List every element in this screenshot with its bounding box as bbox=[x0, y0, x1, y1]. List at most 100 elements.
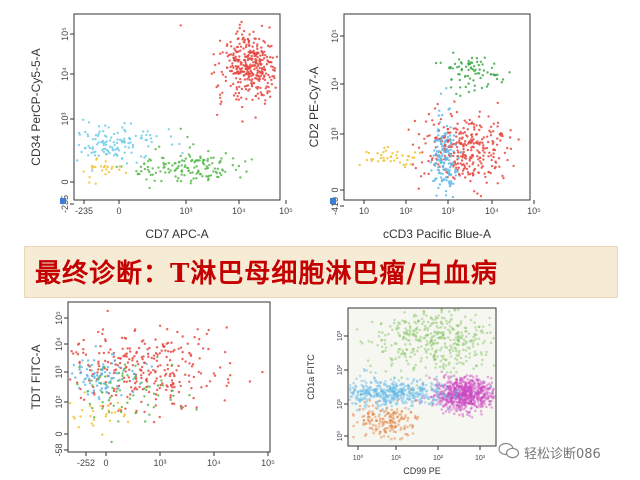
data-point bbox=[147, 145, 150, 148]
data-point bbox=[456, 394, 459, 398]
data-point bbox=[252, 49, 255, 52]
data-point bbox=[403, 352, 407, 356]
data-point bbox=[433, 358, 436, 361]
data-point bbox=[153, 179, 156, 182]
data-point bbox=[160, 349, 163, 352]
data-point bbox=[457, 352, 461, 355]
data-point bbox=[386, 394, 390, 397]
data-point bbox=[367, 151, 371, 155]
data-point bbox=[457, 385, 461, 389]
data-point bbox=[402, 331, 406, 334]
data-point bbox=[406, 394, 410, 398]
data-point bbox=[92, 359, 96, 362]
data-point bbox=[129, 393, 132, 396]
data-point bbox=[470, 138, 473, 141]
data-point bbox=[432, 123, 435, 126]
data-point bbox=[250, 64, 254, 68]
data-point bbox=[469, 386, 473, 390]
data-point bbox=[395, 392, 398, 395]
data-point bbox=[224, 75, 227, 79]
data-point bbox=[407, 387, 410, 390]
data-point bbox=[350, 395, 354, 398]
data-point bbox=[429, 385, 433, 389]
data-point bbox=[349, 386, 352, 390]
data-point bbox=[379, 381, 383, 384]
data-point bbox=[367, 419, 371, 422]
data-point bbox=[483, 147, 486, 150]
data-point bbox=[92, 165, 95, 168]
data-point bbox=[455, 384, 459, 387]
data-point bbox=[446, 399, 449, 403]
data-point bbox=[370, 381, 373, 385]
data-point bbox=[470, 122, 474, 125]
data-point bbox=[376, 402, 379, 406]
data-point bbox=[473, 332, 476, 336]
data-point bbox=[450, 397, 453, 400]
data-point bbox=[453, 393, 456, 397]
data-point bbox=[438, 403, 441, 406]
data-point bbox=[440, 180, 444, 183]
data-point bbox=[438, 365, 442, 369]
data-point bbox=[501, 78, 505, 81]
data-point bbox=[471, 390, 474, 393]
data-point bbox=[495, 77, 499, 81]
data-point bbox=[376, 394, 380, 397]
data-point bbox=[496, 137, 499, 140]
data-point bbox=[452, 150, 455, 153]
data-point bbox=[221, 51, 224, 54]
data-point bbox=[417, 320, 420, 323]
data-point bbox=[389, 155, 393, 158]
data-point bbox=[463, 166, 467, 169]
data-point bbox=[434, 357, 437, 361]
data-point bbox=[415, 384, 418, 387]
data-point bbox=[96, 374, 99, 377]
data-point bbox=[113, 143, 116, 147]
data-point bbox=[436, 336, 440, 340]
data-point bbox=[101, 407, 104, 410]
data-point bbox=[378, 405, 381, 408]
data-point bbox=[447, 180, 451, 183]
data-point bbox=[179, 154, 182, 158]
data-point bbox=[445, 322, 449, 325]
data-point bbox=[474, 392, 477, 395]
data-point bbox=[465, 410, 468, 413]
data-point bbox=[91, 374, 94, 378]
data-point bbox=[447, 336, 450, 339]
data-point bbox=[460, 398, 463, 401]
data-point bbox=[137, 172, 140, 176]
data-point bbox=[433, 179, 436, 182]
data-point bbox=[434, 342, 438, 345]
data-point bbox=[402, 336, 405, 339]
data-point bbox=[389, 400, 393, 404]
data-point bbox=[187, 169, 190, 172]
data-point bbox=[235, 46, 239, 49]
data-point bbox=[113, 154, 116, 157]
data-point bbox=[406, 329, 409, 332]
data-point bbox=[465, 394, 468, 397]
data-point bbox=[456, 394, 459, 397]
data-point bbox=[462, 393, 466, 396]
data-point bbox=[354, 402, 357, 405]
data-point bbox=[255, 52, 258, 55]
data-point bbox=[471, 394, 474, 397]
data-point bbox=[393, 342, 397, 345]
data-point bbox=[456, 332, 460, 335]
data-point bbox=[459, 356, 463, 360]
data-point bbox=[465, 389, 469, 393]
data-point bbox=[239, 81, 242, 84]
data-point bbox=[423, 328, 426, 331]
data-point bbox=[232, 66, 235, 69]
data-point bbox=[361, 390, 365, 394]
data-point bbox=[106, 386, 110, 389]
data-point bbox=[177, 390, 181, 394]
data-point bbox=[201, 347, 205, 350]
data-point bbox=[229, 374, 232, 377]
data-point bbox=[475, 353, 478, 356]
data-point bbox=[433, 384, 437, 387]
data-point bbox=[87, 121, 91, 124]
data-point bbox=[177, 347, 180, 350]
data-point bbox=[492, 130, 495, 133]
data-point bbox=[428, 341, 431, 345]
data-point bbox=[440, 370, 443, 374]
data-point bbox=[447, 377, 451, 380]
